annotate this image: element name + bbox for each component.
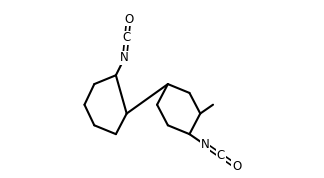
Text: N: N <box>201 138 210 151</box>
Text: O: O <box>232 160 241 173</box>
Text: C: C <box>217 149 225 162</box>
Text: O: O <box>124 13 133 26</box>
Text: N: N <box>120 51 129 64</box>
Text: C: C <box>122 32 131 44</box>
